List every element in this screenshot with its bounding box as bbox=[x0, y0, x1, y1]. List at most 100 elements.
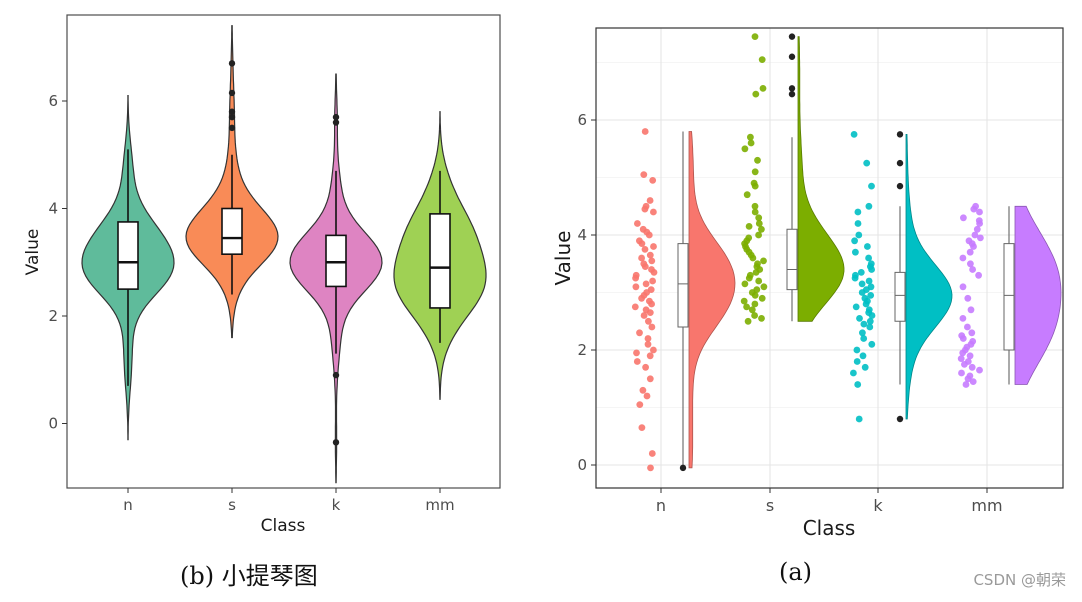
panel-b-xlabel: Class bbox=[261, 516, 306, 536]
cloud-k bbox=[905, 134, 953, 420]
data-point-k bbox=[868, 340, 876, 348]
data-point-mm bbox=[964, 294, 972, 302]
panel-a-axes: 0 2 4 6 n s k mm bbox=[577, 111, 1002, 515]
data-point-n bbox=[638, 240, 646, 248]
data-point-k bbox=[861, 363, 869, 371]
outlier-point-s bbox=[788, 90, 796, 98]
data-point-k bbox=[855, 415, 863, 423]
data-point-n bbox=[642, 363, 649, 371]
data-point-s bbox=[743, 191, 751, 199]
panel-b-frame bbox=[66, 14, 501, 489]
data-point-mm bbox=[966, 352, 974, 360]
data-point-s bbox=[749, 254, 757, 262]
data-point-mm bbox=[959, 315, 967, 322]
data-point-n bbox=[643, 392, 651, 400]
data-point-n bbox=[641, 246, 649, 253]
data-point-n bbox=[644, 340, 652, 348]
data-point-s bbox=[751, 312, 758, 319]
panel-b-xtick-label: s bbox=[228, 496, 236, 514]
data-point-n bbox=[640, 171, 648, 179]
panel-a-frame bbox=[595, 27, 1064, 489]
outlier-point-k bbox=[896, 131, 904, 138]
data-point-mm bbox=[970, 205, 978, 213]
outlier-point-s bbox=[228, 89, 236, 97]
data-point-s bbox=[748, 306, 756, 314]
data-point-n bbox=[640, 312, 648, 319]
data-point-n bbox=[649, 177, 657, 184]
cloud-s bbox=[797, 36, 845, 322]
panel-b-xtick-label: mm bbox=[425, 496, 454, 514]
data-point-k bbox=[850, 131, 858, 138]
panel-b-xtick-label: n bbox=[123, 496, 133, 514]
outlier-point-k bbox=[332, 119, 340, 126]
outlier-point-s bbox=[788, 85, 796, 92]
data-point-k bbox=[854, 381, 862, 388]
outlier-point-s bbox=[228, 113, 236, 121]
outlier-point-n bbox=[679, 464, 687, 472]
cloud-n bbox=[688, 131, 736, 469]
data-point-n bbox=[642, 280, 650, 288]
data-point-mm bbox=[959, 283, 967, 291]
data-point-mm bbox=[959, 349, 967, 357]
data-point-n bbox=[638, 294, 645, 302]
data-point-k bbox=[868, 266, 875, 273]
data-point-mm bbox=[964, 323, 971, 331]
outlier-point-k bbox=[896, 182, 904, 190]
data-point-n bbox=[636, 401, 644, 408]
data-point-mm bbox=[968, 329, 976, 337]
caption-b: (b) 小提琴图 bbox=[180, 562, 318, 590]
data-point-s bbox=[751, 202, 759, 210]
data-point-n bbox=[647, 464, 654, 472]
panel-a-xtick-label: mm bbox=[971, 496, 1002, 515]
data-point-n bbox=[641, 205, 649, 213]
data-point-mm bbox=[957, 355, 965, 362]
panel-b-xtick-label: k bbox=[332, 496, 341, 514]
data-point-k bbox=[854, 220, 862, 227]
data-point-s bbox=[747, 139, 755, 147]
data-point-k bbox=[866, 323, 874, 331]
data-point-k bbox=[851, 237, 858, 245]
data-point-s bbox=[760, 257, 767, 265]
data-point-n bbox=[632, 274, 639, 282]
data-point-mm bbox=[977, 234, 984, 242]
data-point-k bbox=[858, 280, 866, 288]
data-point-s bbox=[741, 145, 749, 153]
caption-a: (a) bbox=[779, 558, 813, 586]
data-point-s bbox=[747, 133, 754, 141]
data-point-n bbox=[648, 257, 656, 265]
data-point-mm bbox=[976, 220, 983, 227]
data-point-s bbox=[751, 168, 759, 176]
box-k bbox=[894, 271, 906, 322]
panel-b-marks bbox=[81, 25, 487, 484]
data-point-k bbox=[859, 329, 866, 337]
data-point-s bbox=[741, 280, 749, 288]
data-point-mm bbox=[959, 335, 967, 342]
data-point-mm bbox=[962, 381, 970, 388]
watermark-text: CSDN @朝荣 bbox=[973, 571, 1066, 589]
data-point-n bbox=[649, 277, 656, 285]
data-point-s bbox=[745, 223, 753, 230]
data-point-s bbox=[751, 182, 759, 190]
data-point-k bbox=[860, 335, 868, 342]
panel-a-ytick-label: 4 bbox=[577, 226, 587, 244]
data-point-s bbox=[758, 225, 765, 233]
outlier-point-s bbox=[228, 60, 236, 67]
data-point-n bbox=[638, 424, 646, 431]
panel-b-ylabel: Value bbox=[23, 229, 43, 276]
outlier-point-s bbox=[788, 33, 796, 40]
data-point-mm bbox=[976, 208, 983, 216]
data-point-s bbox=[758, 294, 766, 302]
data-point-k bbox=[865, 277, 873, 285]
box-mm bbox=[429, 213, 451, 309]
panel-b-ytick-label: 0 bbox=[48, 415, 58, 433]
data-point-k bbox=[851, 274, 859, 282]
data-point-k bbox=[868, 312, 876, 319]
data-point-mm bbox=[971, 231, 979, 239]
data-point-n bbox=[646, 251, 654, 259]
data-point-s bbox=[758, 56, 766, 63]
data-point-mm bbox=[959, 254, 967, 262]
data-point-n bbox=[648, 300, 655, 308]
data-point-s bbox=[752, 90, 760, 98]
